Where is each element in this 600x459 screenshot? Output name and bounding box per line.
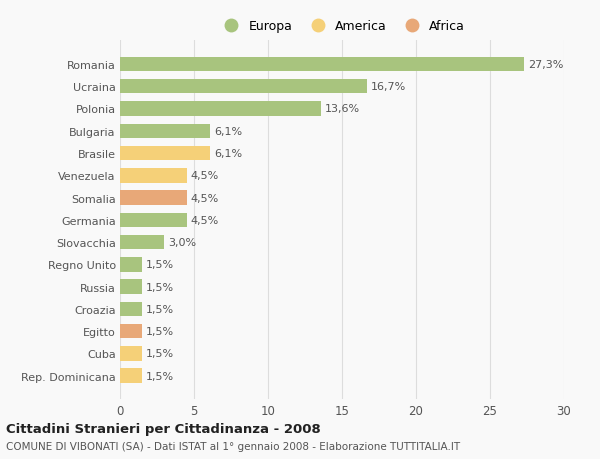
Bar	[120, 102, 321, 117]
Bar	[120, 280, 142, 294]
Bar	[120, 146, 210, 161]
Text: 1,5%: 1,5%	[146, 349, 174, 358]
Text: 27,3%: 27,3%	[528, 60, 563, 70]
Text: 6,1%: 6,1%	[214, 149, 242, 159]
Bar	[120, 369, 142, 383]
Text: COMUNE DI VIBONATI (SA) - Dati ISTAT al 1° gennaio 2008 - Elaborazione TUTTITALI: COMUNE DI VIBONATI (SA) - Dati ISTAT al …	[6, 441, 460, 451]
Bar	[120, 168, 187, 183]
Text: 4,5%: 4,5%	[190, 193, 218, 203]
Bar	[120, 80, 367, 94]
Bar	[120, 347, 142, 361]
Bar	[120, 124, 210, 139]
Text: Cittadini Stranieri per Cittadinanza - 2008: Cittadini Stranieri per Cittadinanza - 2…	[6, 422, 321, 436]
Legend: Europa, America, Africa: Europa, America, Africa	[214, 15, 470, 38]
Bar	[120, 191, 187, 205]
Text: 1,5%: 1,5%	[146, 260, 174, 270]
Text: 13,6%: 13,6%	[325, 104, 360, 114]
Text: 1,5%: 1,5%	[146, 282, 174, 292]
Text: 6,1%: 6,1%	[214, 127, 242, 136]
Bar	[120, 257, 142, 272]
Bar	[120, 235, 164, 250]
Bar	[120, 213, 187, 228]
Bar	[120, 302, 142, 316]
Text: 1,5%: 1,5%	[146, 326, 174, 336]
Bar	[120, 57, 524, 72]
Text: 3,0%: 3,0%	[168, 238, 196, 247]
Text: 1,5%: 1,5%	[146, 304, 174, 314]
Text: 16,7%: 16,7%	[371, 82, 406, 92]
Text: 1,5%: 1,5%	[146, 371, 174, 381]
Bar	[120, 324, 142, 339]
Text: 4,5%: 4,5%	[190, 215, 218, 225]
Text: 4,5%: 4,5%	[190, 171, 218, 181]
